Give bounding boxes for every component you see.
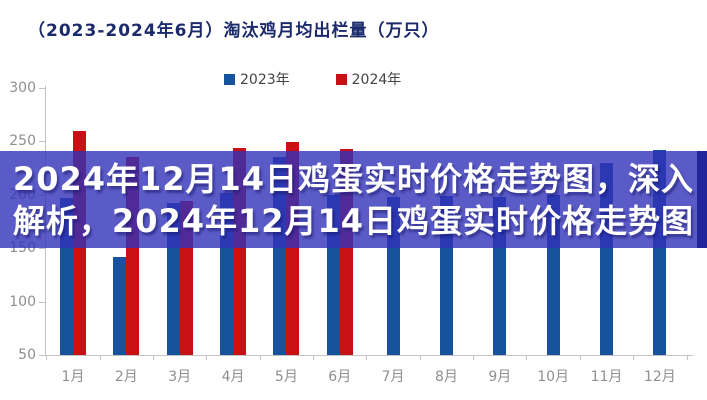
x-axis-tick (313, 355, 315, 360)
x-tick-label: 1月 (61, 369, 85, 385)
x-tick-label: 5月 (274, 369, 298, 385)
y-axis-tick (39, 248, 45, 250)
legend-label-2024: 2024年 (351, 72, 402, 88)
x-axis-tick (473, 355, 475, 360)
x-axis-tick (579, 355, 581, 360)
x-tick-label: 2月 (114, 369, 138, 385)
legend-item-2024: 2024年 (335, 69, 402, 89)
y-tick-label: 100 (9, 293, 36, 310)
x-axis-tick (366, 355, 368, 360)
x-tick-label: 10月 (537, 369, 570, 385)
y-tick-label: 50 (18, 347, 36, 363)
legend-swatch-2024-icon (335, 73, 347, 85)
x-axis-tick (99, 355, 101, 360)
y-axis-tick (39, 355, 45, 356)
x-axis-tick (686, 355, 688, 360)
x-tick-label: 8月 (434, 369, 458, 385)
x-tick-label: 3月 (168, 369, 192, 385)
x-tick-label: 4月 (221, 369, 245, 385)
x-axis-tick (419, 355, 421, 360)
x-tick-label: 11月 (590, 369, 623, 385)
x-axis-tick (46, 355, 48, 360)
x-axis (45, 355, 693, 356)
x-axis-tick (526, 355, 528, 360)
x-tick-label: 7月 (381, 369, 405, 385)
legend: 2023年 2024年 (224, 69, 401, 89)
overlay-text-line1: 2024年12月14日鸡蛋实时价格走势图，深入 (12, 159, 695, 198)
overlay-banner: 2024年12月14日鸡蛋实时价格走势图，深入 解析，2024年12月14日鸡蛋… (0, 151, 707, 248)
bar-2023年-2月 (113, 256, 127, 355)
overlay-right-accent (697, 151, 707, 248)
chart-title: （2023-2024年6月）淘汰鸡月均出栏量（万只） (28, 21, 440, 41)
x-tick-label: 6月 (328, 369, 352, 385)
x-tick-label: 12月 (643, 369, 676, 385)
x-tick-label: 9月 (488, 369, 512, 385)
x-axis-tick (633, 355, 635, 360)
legend-item-2023: 2023年 (224, 69, 290, 89)
y-tick-label: 250 (9, 133, 36, 150)
x-axis-tick (153, 355, 155, 360)
x-axis-tick (206, 355, 208, 360)
y-axis-tick (39, 141, 45, 143)
y-axis-tick (39, 88, 45, 89)
y-axis-tick (39, 301, 45, 303)
x-axis-tick (259, 355, 261, 360)
legend-label-2023: 2023年 (240, 72, 290, 88)
y-tick-label: 300 (9, 80, 36, 96)
legend-swatch-2023-icon (224, 73, 235, 85)
overlay-text-line2: 解析，2024年12月14日鸡蛋实时价格走势图 (12, 201, 695, 240)
